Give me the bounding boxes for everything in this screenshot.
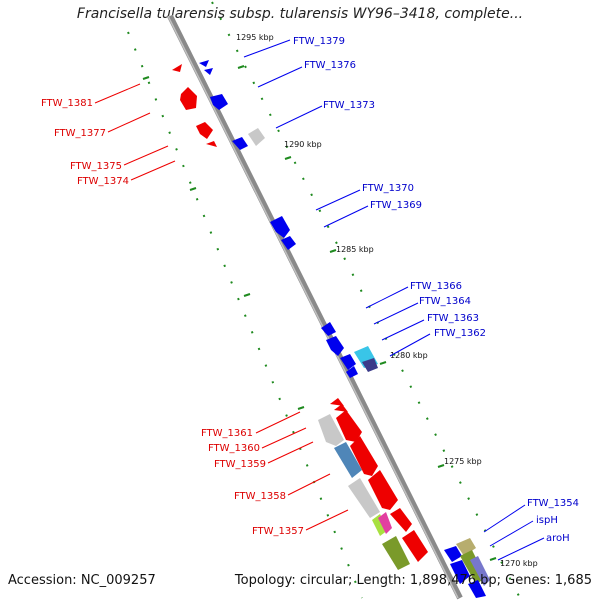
gene-label[interactable]: FTW_1376 — [304, 60, 356, 71]
gene-arrow[interactable] — [180, 87, 197, 110]
gene-label[interactable]: FTW_1373 — [323, 100, 375, 111]
gene-block[interactable] — [372, 514, 388, 536]
ruler-tracks — [127, 1, 521, 599]
gene-label[interactable]: FTW_1375 — [70, 161, 122, 172]
gene-label[interactable]: ispH — [536, 515, 558, 526]
gene-arrow[interactable] — [206, 141, 217, 147]
gene-label[interactable]: FTW_1381 — [41, 98, 93, 109]
gene-label[interactable]: FTW_1359 — [214, 459, 266, 470]
gene-arrow[interactable] — [444, 546, 462, 562]
right-label-connectors — [243, 39, 545, 561]
gene-label[interactable]: FTW_1370 — [362, 183, 414, 194]
gene-arrow[interactable] — [232, 137, 248, 150]
gene-label[interactable]: FTW_1354 — [527, 498, 579, 509]
gene-arrow[interactable] — [172, 64, 182, 72]
gene-arrow[interactable] — [468, 580, 486, 598]
gene-label[interactable]: FTW_1362 — [434, 328, 486, 339]
gene-label[interactable]: FTW_1366 — [410, 281, 462, 292]
gene-block[interactable] — [318, 414, 344, 446]
gene-block[interactable] — [334, 442, 362, 478]
gene-block[interactable] — [382, 536, 410, 570]
gene-label[interactable]: aroH — [546, 533, 570, 544]
gene-arrow[interactable] — [336, 410, 362, 442]
kbp-label: 1285 kbp — [336, 245, 374, 254]
gene-block[interactable] — [362, 358, 378, 372]
gene-arrow[interactable] — [390, 508, 412, 532]
gene-block[interactable] — [456, 538, 476, 556]
gene-features — [172, 60, 490, 598]
gene-label[interactable]: FTW_1358 — [234, 491, 286, 502]
gene-label[interactable]: FTW_1363 — [427, 313, 479, 324]
left-label-connectors — [94, 83, 349, 531]
accession-text: Accession: NC_009257 — [8, 573, 156, 588]
gene-block[interactable] — [348, 478, 380, 518]
major-ticks — [142, 65, 497, 561]
gene-label[interactable]: FTW_1374 — [77, 176, 129, 187]
gene-arrow[interactable] — [368, 470, 398, 510]
gene-label[interactable]: FTW_1369 — [370, 200, 422, 211]
gene-block[interactable] — [248, 128, 265, 146]
gene-arrow[interactable] — [350, 436, 378, 476]
gene-arrow[interactable] — [330, 398, 344, 406]
map-title: Francisella tularensis subsp. tularensis… — [76, 6, 524, 22]
gene-label[interactable]: FTW_1379 — [293, 36, 345, 47]
gene-arrow[interactable] — [346, 366, 358, 378]
right-labels: FTW_1379 FTW_1376 FTW_1373 FTW_1370 FTW_… — [293, 36, 579, 544]
ruler-track-outer-left — [127, 31, 363, 599]
gene-arrow[interactable] — [402, 530, 428, 562]
gene-block[interactable] — [470, 556, 490, 586]
gene-label[interactable]: FTW_1361 — [201, 428, 253, 439]
gene-label[interactable]: FTW_1360 — [208, 443, 260, 454]
gene-label[interactable]: FTW_1377 — [54, 128, 106, 139]
ruler-track-inner-right — [211, 1, 521, 599]
gene-arrow[interactable] — [326, 336, 344, 356]
gene-arrow[interactable] — [281, 236, 296, 250]
backbone-line — [167, 14, 463, 600]
left-labels: FTW_1381 FTW_1377 FTW_1375 FTW_1374 FTW_… — [41, 98, 304, 537]
kbp-label: 1270 kbp — [500, 559, 538, 568]
kbp-label: 1290 kbp — [284, 140, 322, 149]
gene-label[interactable]: FTW_1364 — [419, 296, 471, 307]
gene-arrow[interactable] — [450, 560, 470, 584]
gene-arrow[interactable] — [196, 122, 213, 139]
gene-arrow[interactable] — [321, 322, 336, 336]
kbp-label: 1275 kbp — [444, 457, 482, 466]
gene-arrow[interactable] — [270, 216, 290, 238]
gene-block[interactable] — [378, 512, 392, 534]
gene-arrow[interactable] — [204, 68, 213, 75]
kbp-label: 1280 kbp — [390, 351, 428, 360]
kbp-label: 1295 kbp — [236, 33, 274, 42]
gene-arrow[interactable] — [199, 60, 209, 67]
gene-label[interactable]: FTW_1357 — [252, 526, 304, 537]
genome-stats-text: Topology: circular; Length: 1,898,476 bp… — [234, 573, 592, 588]
gene-arrow[interactable] — [340, 354, 356, 370]
gene-arrow[interactable] — [210, 94, 228, 110]
gene-arrow[interactable] — [334, 404, 348, 412]
